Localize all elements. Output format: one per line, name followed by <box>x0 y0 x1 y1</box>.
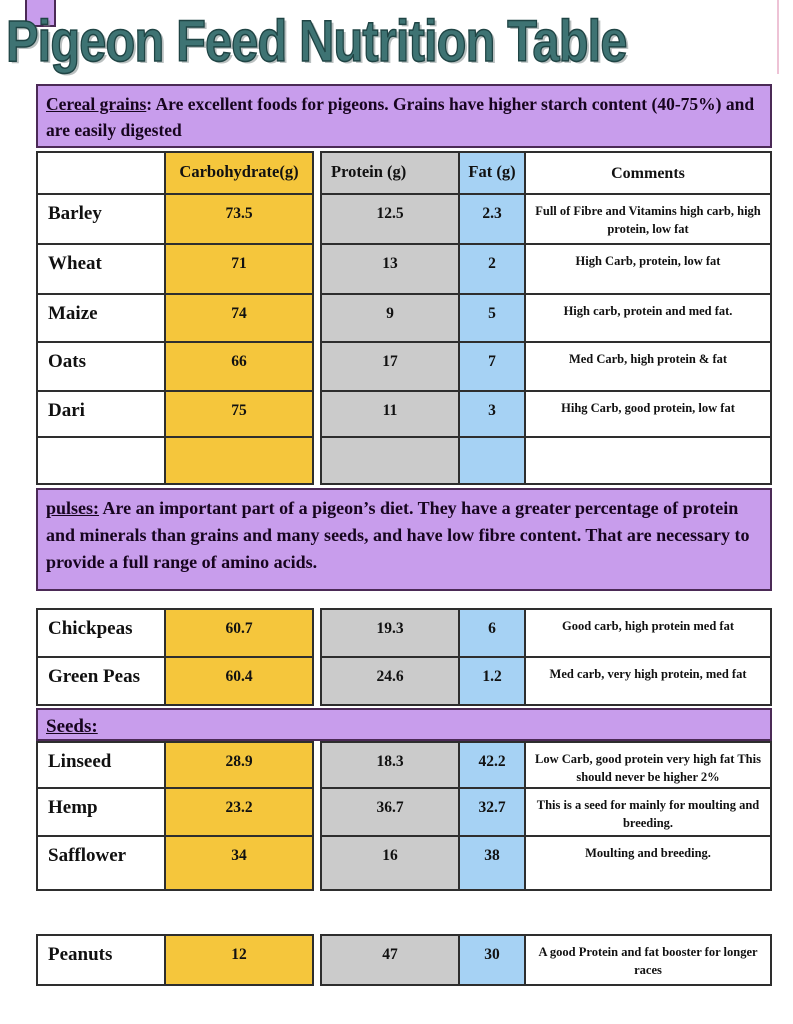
fat-value: 7 <box>458 343 524 392</box>
row-name: Chickpeas <box>36 608 164 658</box>
table-row-greenpeas: Green Peas 60.4 24.6 1.2 Med carb, very … <box>36 658 772 706</box>
section-gap <box>36 891 772 934</box>
comments-value: Med carb, very high protein, med fat <box>524 658 772 706</box>
fat-value: 38 <box>458 837 524 891</box>
comments-value: Good carb, high protein med fat <box>524 608 772 658</box>
protein-value: 47 <box>320 934 458 986</box>
row-name <box>36 438 164 485</box>
cereal-grains-table: Carbohydrate(g) Protein (g) Fat (g) Comm… <box>36 151 772 485</box>
protein-value: 16 <box>320 837 458 891</box>
row-name: Barley <box>36 195 164 245</box>
protein-value: 36.7 <box>320 789 458 837</box>
comments-value: High Carb, protein, low fat <box>524 245 772 295</box>
header-protein-cell: Protein (g) <box>320 151 458 195</box>
content-area: Cereal grains: Are excellent foods for p… <box>36 84 772 986</box>
purple-corner-artifact <box>25 0 56 27</box>
seeds-table: Linseed 28.9 18.3 42.2 Low Carb, good pr… <box>36 741 772 891</box>
row-name: Green Peas <box>36 658 164 706</box>
comments-value: Low Carb, good protein very high fat Thi… <box>524 741 772 789</box>
carb-value: 28.9 <box>164 741 314 789</box>
table-row-empty <box>36 438 772 485</box>
row-name: Dari <box>36 392 164 438</box>
protein-value: 19.3 <box>320 608 458 658</box>
seeds-banner-lead: Seeds: <box>46 716 98 737</box>
pulses-banner-lead: pulses: <box>46 498 100 518</box>
table-row-safflower: Safflower 34 16 38 Moulting and breeding… <box>36 837 772 891</box>
pink-edge-line <box>777 0 779 74</box>
table-row-barley: Barley 73.5 12.5 2.3 Full of Fibre and V… <box>36 195 772 245</box>
row-name: Oats <box>36 343 164 392</box>
fat-value: 6 <box>458 608 524 658</box>
fat-value: 30 <box>458 934 524 986</box>
table-header-row: Carbohydrate(g) Protein (g) Fat (g) Comm… <box>36 151 772 195</box>
carb-value: 23.2 <box>164 789 314 837</box>
pulses-table: Chickpeas 60.7 19.3 6 Good carb, high pr… <box>36 608 772 706</box>
protein-value: 9 <box>320 295 458 343</box>
pulses-banner-text: Are an important part of a pigeon’s diet… <box>46 498 750 572</box>
seeds-banner: Seeds: <box>36 708 772 741</box>
cereal-grains-banner-lead: Cereal grains <box>46 94 147 114</box>
fat-value: 42.2 <box>458 741 524 789</box>
fat-value: 2 <box>458 245 524 295</box>
table-row-chickpeas: Chickpeas 60.7 19.3 6 Good carb, high pr… <box>36 608 772 658</box>
comments-value: A good Protein and fat booster for longe… <box>524 934 772 986</box>
carb-value: 73.5 <box>164 195 314 245</box>
table-row-maize: Maize 74 9 5 High carb, protein and med … <box>36 295 772 343</box>
carb-value: 74 <box>164 295 314 343</box>
row-name: Hemp <box>36 789 164 837</box>
protein-value: 18.3 <box>320 741 458 789</box>
cereal-grains-banner-text: : Are excellent foods for pigeons. Grain… <box>46 94 755 141</box>
protein-value: 13 <box>320 245 458 295</box>
comments-value: Full of Fibre and Vitamins high carb, hi… <box>524 195 772 245</box>
row-name: Wheat <box>36 245 164 295</box>
row-name: Linseed <box>36 741 164 789</box>
row-name: Maize <box>36 295 164 343</box>
protein-value <box>320 438 458 485</box>
carb-value <box>164 438 314 485</box>
protein-value: 24.6 <box>320 658 458 706</box>
table-row-wheat: Wheat 71 13 2 High Carb, protein, low fa… <box>36 245 772 295</box>
fat-value: 32.7 <box>458 789 524 837</box>
comments-value: Med Carb, high protein & fat <box>524 343 772 392</box>
fat-value <box>458 438 524 485</box>
fat-value: 5 <box>458 295 524 343</box>
table-row-linseed: Linseed 28.9 18.3 42.2 Low Carb, good pr… <box>36 741 772 789</box>
protein-value: 12.5 <box>320 195 458 245</box>
pulses-banner: pulses: Are an important part of a pigeo… <box>36 488 772 591</box>
comments-value: High carb, protein and med fat. <box>524 295 772 343</box>
header-carbohydrate-cell: Carbohydrate(g) <box>164 151 314 195</box>
table-row-dari: Dari 75 11 3 Hihg Carb, good protein, lo… <box>36 392 772 438</box>
header-name-cell <box>36 151 164 195</box>
cereal-grains-banner: Cereal grains: Are excellent foods for p… <box>36 84 772 148</box>
peanuts-table: Peanuts 12 47 30 A good Protein and fat … <box>36 934 772 986</box>
carb-value: 60.7 <box>164 608 314 658</box>
carb-value: 60.4 <box>164 658 314 706</box>
fat-value: 1.2 <box>458 658 524 706</box>
row-name: Peanuts <box>36 934 164 986</box>
header-comments-cell: Comments <box>524 151 772 195</box>
comments-value <box>524 438 772 485</box>
carb-value: 66 <box>164 343 314 392</box>
carb-value: 12 <box>164 934 314 986</box>
carb-value: 71 <box>164 245 314 295</box>
carb-value: 75 <box>164 392 314 438</box>
fat-value: 3 <box>458 392 524 438</box>
row-name: Safflower <box>36 837 164 891</box>
protein-value: 11 <box>320 392 458 438</box>
carb-value: 34 <box>164 837 314 891</box>
protein-value: 17 <box>320 343 458 392</box>
table-row-hemp: Hemp 23.2 36.7 32.7 This is a seed for m… <box>36 789 772 837</box>
table-row-peanuts: Peanuts 12 47 30 A good Protein and fat … <box>36 934 772 986</box>
page-title: Pigeon Feed Nutrition Table <box>5 8 628 75</box>
table-row-oats: Oats 66 17 7 Med Carb, high protein & fa… <box>36 343 772 392</box>
header-fat-cell: Fat (g) <box>458 151 524 195</box>
fat-value: 2.3 <box>458 195 524 245</box>
comments-value: This is a seed for mainly for moulting a… <box>524 789 772 837</box>
comments-value: Moulting and breeding. <box>524 837 772 891</box>
comments-value: Hihg Carb, good protein, low fat <box>524 392 772 438</box>
